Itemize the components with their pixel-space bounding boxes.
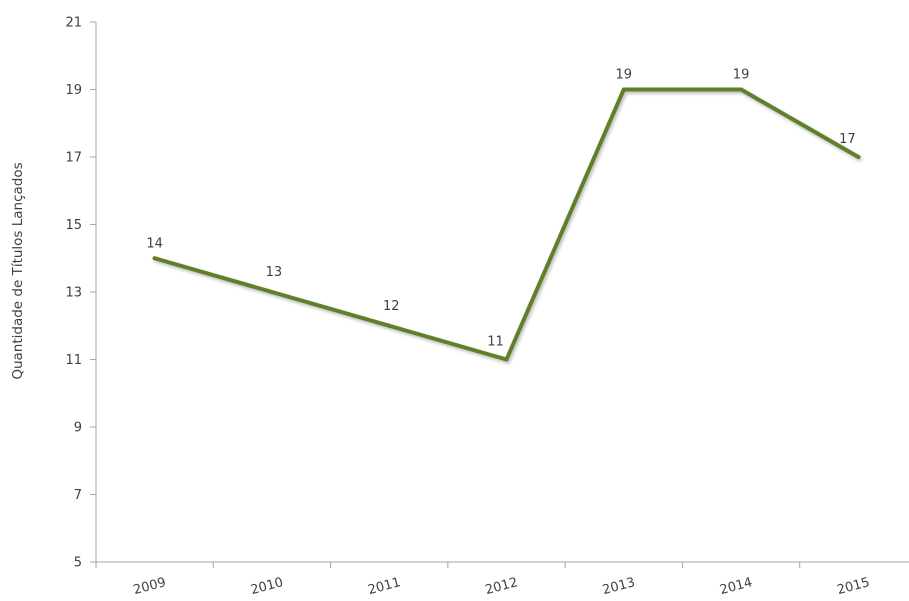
y-tick-label: 15 [65,218,82,233]
x-tick-label: 2013 [601,575,637,598]
y-tick-label: 17 [65,151,82,166]
data-label: 17 [839,132,856,147]
data-point [504,357,509,362]
y-tick-label: 7 [74,488,82,503]
x-tick-label: 2010 [249,575,285,598]
y-tick-label: 5 [74,556,82,571]
y-tick-label: 11 [65,353,82,368]
data-point [621,87,626,92]
data-point [856,155,861,159]
y-tick-label: 21 [65,16,82,31]
data-label: 12 [383,299,400,314]
data-label: 19 [733,68,750,83]
series-line [152,87,861,362]
data-point [739,87,744,92]
x-tick-label: 2015 [836,575,872,598]
axes [95,22,909,563]
x-axis-ticks: 2009 2010 2011 2012 2013 2014 2015 [95,562,872,598]
y-tick-label: 19 [65,83,82,98]
data-point [152,256,157,261]
x-tick-label: 2014 [718,575,754,598]
y-axis-ticks: 5 7 9 11 13 15 17 19 21 [65,16,96,571]
data-label: 14 [146,236,163,251]
data-labels: 14 13 12 11 19 19 17 [146,68,855,350]
x-tick-label: 2012 [484,575,520,598]
y-tick-label: 9 [74,421,82,436]
x-tick-label: 2009 [132,575,168,598]
data-point [387,323,392,328]
data-point [269,290,274,294]
data-label: 19 [616,68,633,83]
y-tick-label: 13 [65,286,82,301]
data-label: 11 [487,335,504,350]
x-tick-label: 2011 [366,575,402,598]
series-polyline [152,87,861,362]
data-label: 13 [266,265,283,280]
y-axis-title: Quantidade de Títulos Lançados [10,162,26,379]
